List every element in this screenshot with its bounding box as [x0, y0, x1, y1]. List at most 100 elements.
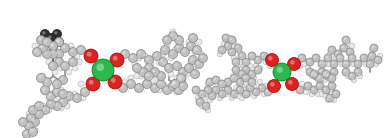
Circle shape — [369, 47, 375, 53]
Circle shape — [58, 75, 67, 84]
Circle shape — [253, 63, 259, 69]
Circle shape — [243, 68, 247, 70]
Circle shape — [238, 50, 240, 52]
Circle shape — [136, 50, 145, 59]
Circle shape — [48, 101, 51, 104]
Circle shape — [305, 65, 311, 71]
Circle shape — [246, 92, 248, 94]
Circle shape — [349, 43, 355, 49]
Circle shape — [332, 70, 334, 72]
Circle shape — [246, 84, 248, 86]
Circle shape — [176, 79, 182, 85]
Circle shape — [192, 49, 198, 55]
Circle shape — [168, 87, 174, 93]
Circle shape — [48, 93, 51, 96]
Circle shape — [326, 98, 328, 100]
Circle shape — [162, 61, 168, 67]
Circle shape — [203, 91, 209, 97]
Circle shape — [277, 67, 283, 73]
Circle shape — [32, 43, 38, 49]
Circle shape — [218, 52, 220, 54]
Circle shape — [47, 60, 49, 62]
Circle shape — [290, 60, 295, 65]
Circle shape — [30, 129, 33, 132]
Circle shape — [96, 63, 104, 71]
Circle shape — [314, 56, 316, 58]
Circle shape — [27, 113, 36, 123]
Circle shape — [318, 76, 320, 78]
Circle shape — [53, 48, 55, 50]
Circle shape — [352, 78, 354, 80]
Circle shape — [192, 63, 198, 69]
Circle shape — [44, 83, 50, 89]
Circle shape — [40, 45, 44, 48]
Circle shape — [185, 63, 194, 72]
Circle shape — [257, 65, 263, 71]
Circle shape — [143, 79, 151, 88]
Circle shape — [54, 38, 64, 47]
Circle shape — [56, 51, 60, 55]
Circle shape — [324, 94, 326, 96]
Circle shape — [110, 53, 124, 67]
Circle shape — [366, 60, 374, 68]
Circle shape — [226, 88, 229, 90]
Circle shape — [160, 51, 166, 57]
Circle shape — [330, 76, 332, 78]
Circle shape — [174, 86, 183, 95]
Circle shape — [240, 84, 242, 86]
Circle shape — [73, 66, 75, 68]
Circle shape — [138, 51, 142, 55]
Circle shape — [234, 60, 236, 62]
Circle shape — [328, 96, 330, 98]
Circle shape — [158, 58, 167, 67]
Circle shape — [152, 51, 162, 60]
Circle shape — [224, 42, 232, 50]
Circle shape — [177, 80, 179, 82]
Circle shape — [212, 86, 220, 94]
Circle shape — [161, 52, 163, 54]
Circle shape — [162, 47, 165, 51]
Circle shape — [200, 104, 202, 106]
Circle shape — [43, 42, 45, 44]
Circle shape — [176, 75, 185, 84]
Circle shape — [198, 51, 204, 57]
Circle shape — [24, 131, 27, 134]
Circle shape — [261, 54, 264, 56]
Circle shape — [348, 72, 356, 80]
Circle shape — [193, 50, 195, 52]
Circle shape — [346, 48, 354, 56]
Circle shape — [247, 63, 253, 69]
Circle shape — [47, 34, 56, 43]
Circle shape — [356, 62, 358, 64]
Circle shape — [308, 70, 310, 72]
Circle shape — [187, 42, 196, 51]
Circle shape — [251, 83, 257, 89]
Circle shape — [205, 88, 209, 90]
Circle shape — [262, 92, 264, 94]
Circle shape — [198, 90, 206, 98]
Circle shape — [234, 44, 242, 52]
Circle shape — [350, 74, 352, 76]
Circle shape — [211, 91, 217, 97]
Circle shape — [345, 61, 351, 67]
Circle shape — [36, 51, 42, 57]
Circle shape — [312, 72, 314, 74]
Circle shape — [78, 81, 84, 87]
Circle shape — [336, 54, 344, 62]
Circle shape — [210, 94, 212, 96]
Circle shape — [318, 84, 320, 86]
Circle shape — [164, 37, 167, 40]
Circle shape — [32, 119, 35, 122]
Circle shape — [66, 93, 69, 96]
Circle shape — [152, 69, 156, 72]
Circle shape — [241, 63, 247, 69]
Circle shape — [326, 74, 328, 76]
Circle shape — [190, 57, 193, 60]
Circle shape — [266, 90, 269, 92]
Circle shape — [232, 92, 234, 94]
Circle shape — [67, 70, 69, 72]
Circle shape — [43, 90, 45, 92]
Circle shape — [172, 47, 178, 53]
Circle shape — [172, 81, 176, 84]
Circle shape — [41, 104, 43, 106]
